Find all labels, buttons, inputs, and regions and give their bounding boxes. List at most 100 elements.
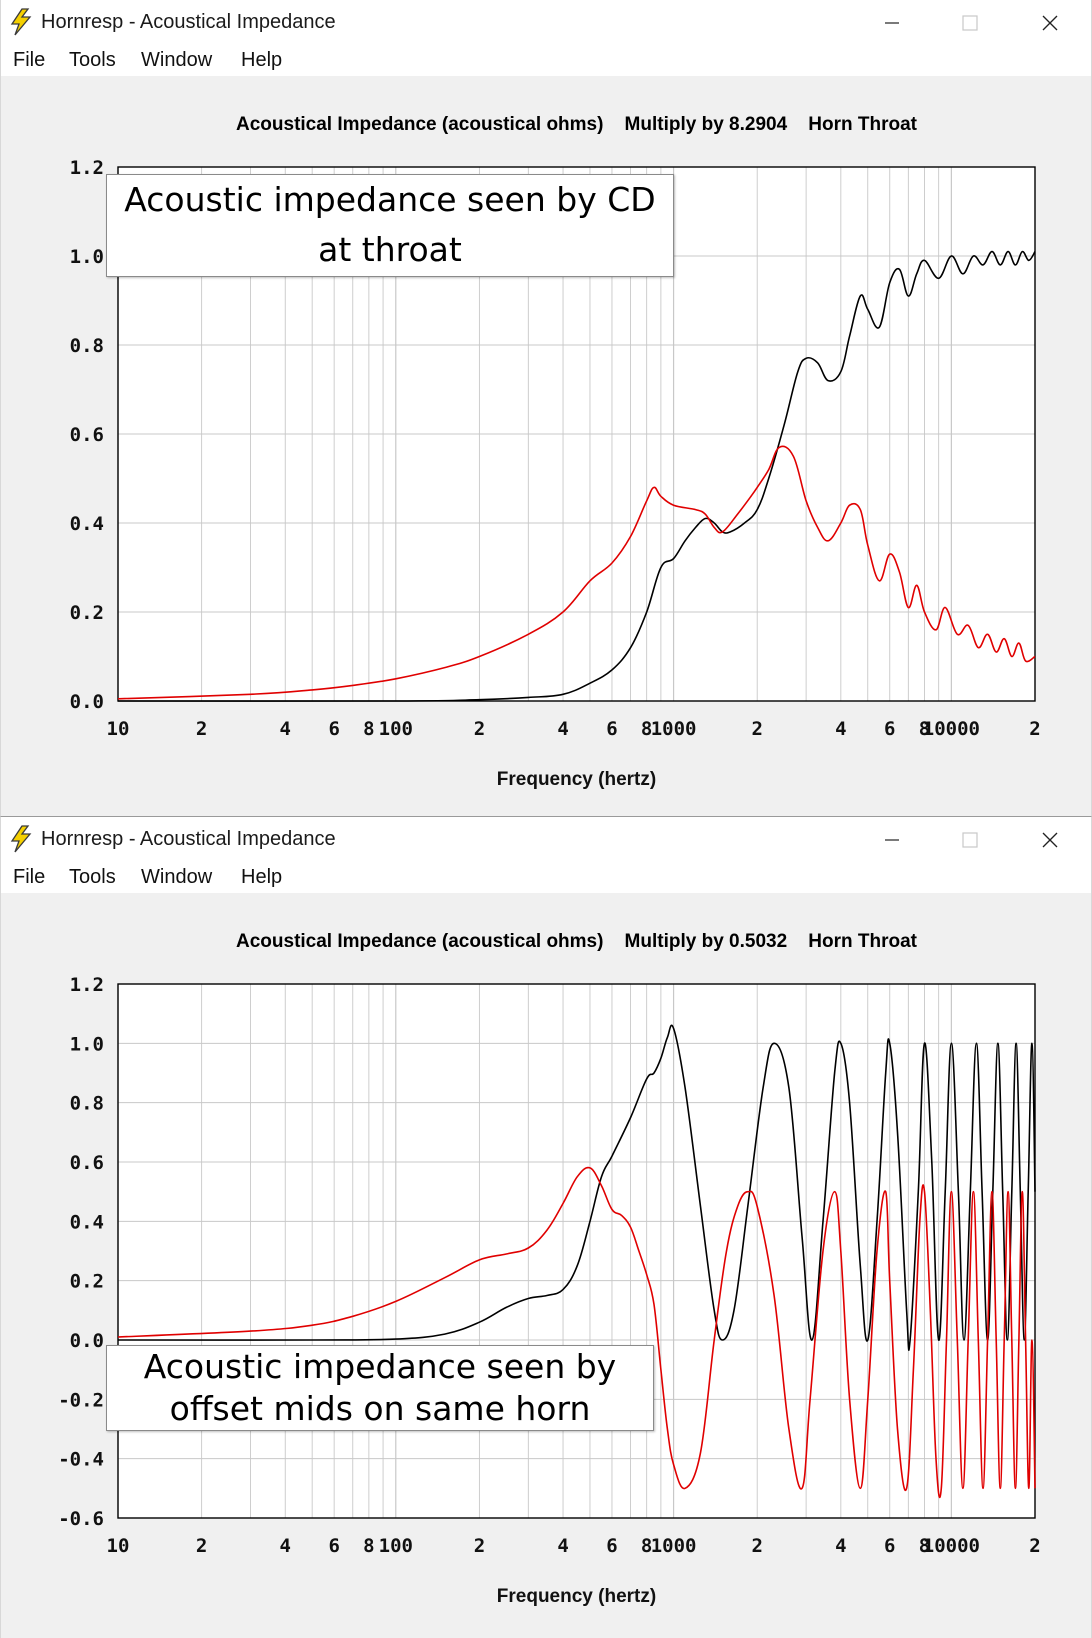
series-line-red (117, 1166, 1036, 1499)
impedance-chart: Acoustical Impedance (acoustical ohms) M… (58, 931, 1040, 1607)
x-tick-label: 4 (557, 718, 568, 740)
x-tick-label: 8 (363, 1535, 374, 1557)
series-line-red (117, 445, 1036, 700)
x-tick-label: 4 (557, 1535, 568, 1557)
title-bar[interactable]: Hornresp - Acoustical Impedance (1, 817, 1091, 863)
y-tick-label: 1.2 (70, 157, 104, 179)
impedance-window-1: Hornresp - Acoustical Impedance File Too… (0, 0, 1092, 817)
close-icon (1042, 15, 1058, 31)
y-tick-label: 0.8 (70, 335, 104, 357)
x-tick-label: 2 (1029, 1535, 1040, 1557)
y-tick-label: 0.0 (70, 691, 104, 713)
y-tick-label: 0.6 (70, 1152, 104, 1174)
minimize-button[interactable] (869, 6, 915, 40)
annotation-line-1: Acoustic impedance seen by (143, 1347, 617, 1386)
lightning-bolt-icon (9, 825, 33, 853)
x-tick-label: 100 (379, 1535, 413, 1557)
y-tick-label: 0.4 (70, 513, 104, 535)
lightning-bolt-icon (9, 8, 33, 36)
window-title: Hornresp - Acoustical Impedance (41, 828, 336, 850)
x-tick-label: 2 (1029, 718, 1040, 740)
x-tick-label: 4 (835, 718, 846, 740)
y-tick-label: -0.4 (58, 1449, 104, 1471)
y-tick-label: 1.0 (70, 246, 104, 268)
chart-title: Acoustical Impedance (acoustical ohms) M… (236, 114, 918, 135)
x-tick-label: 10000 (923, 718, 980, 740)
plot-area: Acoustical Impedance (acoustical ohms) M… (1, 893, 1091, 1638)
x-tick-label: 6 (606, 1535, 617, 1557)
menu-tools[interactable]: Tools (69, 866, 116, 888)
y-tick-label: 0.0 (70, 1330, 104, 1352)
menu-bar: File Tools Window Help (1, 863, 1091, 893)
minimize-icon (885, 839, 899, 841)
menu-bar: File Tools Window Help (1, 46, 1091, 76)
close-button[interactable] (1027, 823, 1073, 857)
x-tick-label: 1000 (651, 1535, 697, 1557)
menu-tools[interactable]: Tools (69, 49, 116, 71)
menu-file[interactable]: File (13, 866, 46, 888)
x-tick-label: 8 (641, 718, 652, 740)
x-tick-label: 6 (884, 1535, 895, 1557)
close-icon (1042, 832, 1058, 848)
x-tick-label: 2 (751, 1535, 762, 1557)
maximize-icon (962, 832, 978, 848)
menu-help[interactable]: Help (241, 866, 283, 888)
x-tick-label: 2 (474, 718, 485, 740)
x-tick-label: 8 (919, 718, 930, 740)
x-axis-label: Frequency (hertz) (497, 1586, 656, 1607)
x-tick-label: 8 (919, 1535, 930, 1557)
x-tick-label: 2 (474, 1535, 485, 1557)
x-tick-label: 6 (884, 718, 895, 740)
x-tick-label: 2 (751, 718, 762, 740)
minimize-icon (885, 22, 899, 24)
x-tick-label: 4 (280, 1535, 291, 1557)
x-tick-label: 6 (606, 718, 617, 740)
close-button[interactable] (1027, 6, 1073, 40)
x-tick-label: 8 (641, 1535, 652, 1557)
y-tick-label: 0.8 (70, 1093, 104, 1115)
y-tick-label: 0.6 (70, 424, 104, 446)
title-bar[interactable]: Hornresp - Acoustical Impedance (1, 0, 1091, 46)
window-title: Hornresp - Acoustical Impedance (41, 11, 336, 33)
maximize-button[interactable] (947, 823, 993, 857)
plot-area: Acoustical Impedance (acoustical ohms) M… (1, 76, 1091, 816)
x-axis-label: Frequency (hertz) (497, 769, 656, 790)
x-tick-label: 6 (328, 718, 339, 740)
menu-file[interactable]: File (13, 49, 46, 71)
y-tick-label: 1.0 (70, 1033, 104, 1055)
x-tick-label: 2 (196, 1535, 207, 1557)
plot-frame (117, 983, 1036, 1519)
x-tick-label: 8 (363, 718, 374, 740)
menu-window[interactable]: Window (141, 49, 213, 71)
minimize-button[interactable] (869, 823, 915, 857)
annotation-box: Acoustic impedance seen by offset mids o… (106, 1345, 654, 1431)
chart-title: Acoustical Impedance (acoustical ohms) M… (236, 931, 918, 952)
x-tick-label: 4 (835, 1535, 846, 1557)
annotation-line-1: Acoustic impedance seen by CD (124, 180, 656, 219)
x-tick-label: 4 (280, 718, 291, 740)
x-tick-label: 2 (196, 718, 207, 740)
y-tick-label: 0.2 (70, 602, 104, 624)
menu-help[interactable]: Help (241, 49, 283, 71)
maximize-icon (962, 15, 978, 31)
x-tick-label: 10 (107, 1535, 130, 1557)
y-tick-label: 0.4 (70, 1211, 104, 1233)
x-tick-label: 6 (328, 1535, 339, 1557)
y-tick-label: 1.2 (70, 974, 104, 996)
annotation-box: Acoustic impedance seen by CD at throat (106, 174, 674, 277)
series-line-black (117, 250, 1036, 702)
plot-frame (117, 166, 1036, 702)
x-tick-label: 10 (107, 718, 130, 740)
y-tick-label: -0.6 (58, 1508, 104, 1530)
series-line-black (117, 1024, 1036, 1351)
impedance-window-2: Hornresp - Acoustical Impedance File Too… (0, 817, 1092, 1638)
x-tick-label: 1000 (651, 718, 697, 740)
y-tick-label: 0.2 (70, 1271, 104, 1293)
maximize-button[interactable] (947, 6, 993, 40)
x-tick-label: 100 (379, 718, 413, 740)
y-tick-label: -0.2 (58, 1389, 104, 1411)
annotation-line-2: at throat (318, 230, 462, 269)
menu-window[interactable]: Window (141, 866, 213, 888)
annotation-line-2: offset mids on same horn (169, 1389, 591, 1428)
x-tick-label: 10000 (923, 1535, 980, 1557)
